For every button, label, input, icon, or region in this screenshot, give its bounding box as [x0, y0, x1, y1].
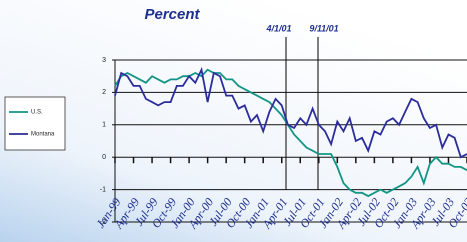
- y-tick-label: 1: [102, 122, 106, 129]
- chart-title: Percent: [144, 6, 200, 23]
- legend: U.S. Montana: [5, 97, 65, 150]
- y-tick-label: 2: [102, 89, 106, 96]
- chart: Percent 4/1/01 9/11/01 U.S.Montana -2-10…: [0, 0, 467, 242]
- y-tick-label: 0: [102, 154, 106, 161]
- legend-box: [5, 97, 65, 150]
- legend-label: U.S.: [31, 110, 43, 116]
- annotation: 4/1/01: [265, 23, 291, 33]
- y-tick-label: -1: [100, 186, 106, 193]
- annotation: 9/11/01: [309, 23, 338, 33]
- y-tick-label: 3: [102, 57, 106, 64]
- legend-label: Montana: [31, 132, 55, 138]
